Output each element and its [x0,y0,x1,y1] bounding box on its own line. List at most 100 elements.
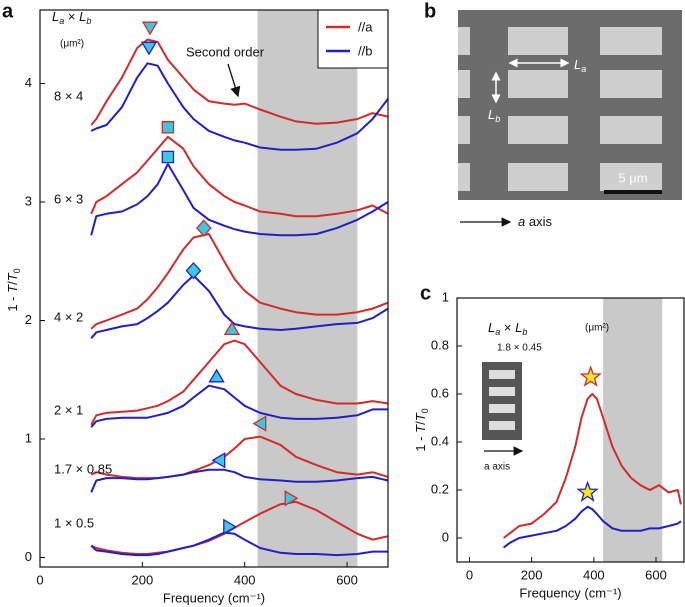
text: b [495,114,500,124]
spectrum-line [90,339,389,426]
sem-image [458,10,682,200]
inset-bar [489,421,515,430]
spectrum-line [502,505,682,549]
text: a [495,327,500,337]
y-tick-label: 1 [25,430,32,445]
peak-marker [576,480,599,502]
peak-marker [211,452,226,469]
scale-label: 5 μm [618,170,647,185]
spectrum-line [90,163,389,237]
y-tick-label: 3 [25,193,32,208]
spectrum-line [90,135,389,218]
axes-frame [456,297,685,563]
inset-bar [489,387,515,396]
panel-label: a [2,0,14,22]
text: 0 [12,268,22,273]
text: b [522,327,527,337]
size-label: 2 × 1 [54,402,83,417]
text: 1 - [413,433,428,452]
axes-frame [39,9,389,568]
text: a [59,16,64,26]
size-label: 1 × 0.5 [54,515,94,530]
axis-label: a axis [518,214,552,229]
size-value: 1.8 × 0.45 [497,343,542,354]
peak-marker [223,321,241,336]
peak-marker [140,41,158,56]
inset-bar [489,370,515,379]
la-label: La [574,57,586,74]
text: T [413,412,428,421]
spectrum-line [502,393,682,539]
text: L [52,9,59,24]
text: L [488,107,495,122]
x-tick-label: 600 [336,572,358,587]
spectrum-line [90,233,389,330]
size-label: 4 × 2 [54,309,83,324]
spectrum-line [90,500,389,555]
text: L [488,320,495,335]
label: La × Lb [52,9,91,26]
y-tick-label: 0 [442,529,449,544]
size-label: 1.7 × 0.85 [54,461,112,476]
spectrum-line [90,38,389,126]
y-tick-label: 0.8 [431,337,449,352]
legend-label: //a [358,19,373,34]
x-tick-label: 200 [132,572,154,587]
x-axis-label: Frequency (cm⁻¹) [163,590,265,605]
text: axis [525,214,552,229]
y-tick-label: 0 [25,549,32,564]
lb-label: Lb [488,107,500,124]
y-tick-label: 2 [25,312,32,327]
inset-axis-label: a axis [484,462,510,473]
peak-marker [185,262,202,280]
peak-marker [208,368,225,383]
y-tick-label: 4 [25,75,32,90]
y-tick-label: 0.4 [431,433,449,448]
x-tick-label: 0 [466,567,473,582]
size-label: 6 × 3 [54,191,83,206]
x-axis-label: Frequency (cm⁻¹) [519,585,621,600]
label: 1 - T/T0 [5,268,22,311]
annotation-arrow [227,63,241,98]
peak-marker [141,21,159,36]
text: × [64,9,79,24]
text: b [86,16,91,26]
peak-marker [223,518,237,535]
panel-label: c [420,282,431,304]
label: 1 - T/T0 [413,408,430,451]
spectrum-line [90,384,388,428]
text: L [515,320,522,335]
text: T [5,284,20,293]
spectrum-line [90,274,389,339]
shaded-region [603,298,663,562]
text: L [79,9,86,24]
spectrum-line [90,531,388,557]
text: / [413,421,428,425]
size-label: 8 × 4 [54,88,83,103]
x-tick-label: 200 [521,567,543,582]
legend-label: //b [358,43,372,58]
x-tick-label: 400 [583,567,605,582]
text: T [5,272,20,281]
x-tick-label: 400 [234,572,256,587]
y-tick-label: 0.6 [431,385,449,400]
spectrum-line [90,62,389,151]
size-unit: (μm²) [60,39,84,50]
spectrum-line [90,468,389,493]
annotation: Second order [186,44,265,59]
text: 1 - [5,293,20,312]
peak-marker [579,365,602,387]
x-tick-label: 600 [645,567,667,582]
shaded-region [257,10,358,567]
peak-marker [252,415,267,432]
size-unit: (μm²) [585,323,609,334]
label: La × Lb [488,320,527,337]
text: a [518,214,525,229]
text: / [5,281,20,285]
text: L [574,57,581,72]
peak-marker [161,150,175,164]
text: × [500,320,515,335]
legend [317,9,389,69]
text: T [413,424,428,433]
